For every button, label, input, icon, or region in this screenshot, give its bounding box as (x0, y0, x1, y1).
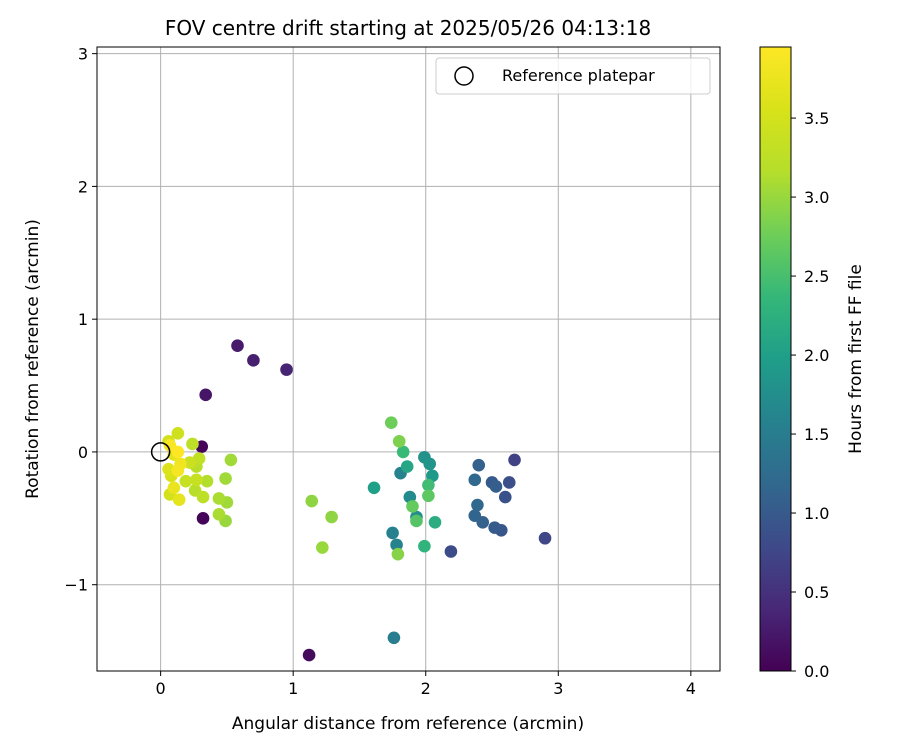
data-point (179, 474, 193, 488)
data-point (391, 547, 405, 561)
y-tick-label: 2 (78, 177, 88, 196)
data-point (422, 478, 435, 492)
colorbar-tick-label: 3.0 (804, 188, 829, 207)
data-point (400, 460, 414, 473)
data-point (406, 500, 419, 513)
legend-marker-reference (454, 66, 474, 86)
x-tick-label: 3 (553, 679, 563, 698)
y-axis-label: Rotation from reference (arcmin) (23, 219, 43, 499)
data-point (422, 489, 435, 503)
colorbar-ticks: 0.0 0.5 1.0 1.5 2.0 2.5 3.0 3.5 (791, 109, 829, 681)
data-point (502, 476, 516, 489)
x-axis-label: Angular distance from reference (arcmin) (232, 714, 584, 734)
data-point (410, 514, 423, 528)
chart-title: FOV centre drift starting at 2025/05/26 … (165, 16, 651, 40)
data-point (316, 541, 329, 554)
data-points (162, 339, 552, 662)
y-tick-label: −1 (64, 576, 88, 595)
colorbar-label: Hours from first FF file (846, 264, 866, 454)
reference-platepar-marker (150, 442, 171, 462)
plot-area-frame (96, 46, 721, 672)
data-point (190, 473, 203, 487)
legend-box (435, 57, 711, 95)
x-tick-label: 1 (288, 679, 298, 698)
data-point (171, 427, 185, 440)
colorbar-tick-label: 0.5 (804, 583, 829, 602)
colorbar (759, 46, 792, 672)
reference-marker-layer (150, 442, 171, 462)
data-point (325, 510, 338, 524)
data-point (472, 458, 486, 472)
data-point (162, 462, 175, 476)
data-point (183, 456, 197, 469)
data-point (186, 437, 199, 451)
colorbar-tick-label: 2.0 (804, 346, 829, 365)
data-point (199, 388, 212, 402)
y-tick-label: 1 (78, 310, 88, 329)
data-point (468, 473, 482, 487)
data-point (196, 512, 210, 525)
data-point (508, 453, 521, 467)
legend-label-reference: Reference platepar (502, 66, 655, 85)
data-point (247, 354, 260, 367)
data-point (498, 490, 512, 504)
data-point (224, 453, 238, 467)
x-tick-label: 2 (421, 679, 431, 698)
y-tick-label: 3 (78, 45, 88, 64)
data-point (396, 445, 410, 459)
data-point (387, 631, 401, 645)
data-point (172, 493, 186, 507)
colorbar-tick-label: 2.5 (804, 267, 829, 286)
y-tick-label: 0 (78, 443, 88, 462)
data-point (392, 435, 406, 448)
x-axis-ticks: 0 1 2 3 4 (156, 671, 696, 698)
colorbar-tick-label: 1.5 (804, 425, 829, 444)
colorbar-tick-label: 1.0 (804, 504, 829, 523)
data-point (386, 526, 399, 540)
legend: Reference platepar (435, 57, 711, 95)
data-point (196, 490, 210, 504)
data-point (212, 492, 226, 505)
data-point (488, 521, 501, 534)
data-point (418, 539, 431, 553)
data-point (305, 494, 319, 508)
data-point (171, 464, 185, 477)
data-point (444, 545, 458, 558)
data-point (489, 480, 503, 493)
x-tick-label: 4 (686, 679, 696, 698)
colorbar-tick-label: 3.5 (804, 109, 829, 128)
data-point (423, 457, 437, 471)
data-point (219, 472, 232, 485)
grid (97, 47, 720, 671)
data-point (212, 508, 226, 521)
data-point (468, 509, 482, 522)
colorbar-tick-label: 0.0 (804, 662, 829, 681)
data-point (390, 538, 403, 552)
data-point (471, 498, 484, 512)
data-point (231, 339, 244, 353)
data-point (428, 516, 442, 529)
y-axis-ticks: −1 0 1 2 3 (64, 45, 97, 595)
x-tick-label: 0 (156, 679, 166, 698)
data-point (167, 481, 181, 495)
data-point (200, 474, 214, 488)
data-point (538, 531, 552, 545)
data-point (171, 445, 185, 459)
data-point (280, 363, 293, 376)
data-point (302, 648, 316, 662)
data-point (367, 481, 381, 495)
data-point (384, 416, 398, 430)
